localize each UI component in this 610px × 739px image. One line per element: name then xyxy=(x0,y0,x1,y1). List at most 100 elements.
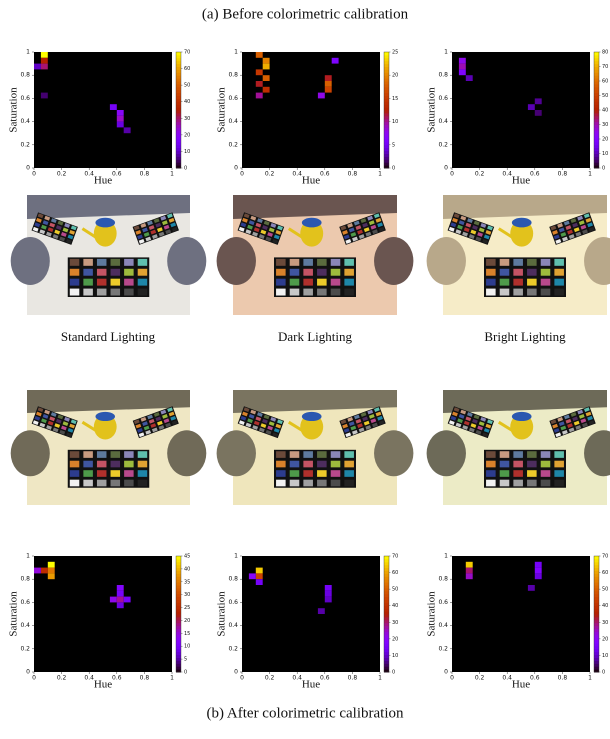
x-tick-label: 0.4 xyxy=(84,675,94,682)
colorbar-step xyxy=(594,651,599,656)
color-checker xyxy=(484,449,566,488)
colorbar-step xyxy=(176,564,181,569)
colorbar-step xyxy=(384,669,389,673)
checker-patch xyxy=(550,419,557,425)
checker-patch xyxy=(289,268,300,276)
photo xyxy=(216,195,414,315)
x-tick-label: 0 xyxy=(240,675,244,682)
checker-frame xyxy=(549,212,596,245)
colorbar-step xyxy=(384,57,389,62)
colorbar-step xyxy=(176,118,181,123)
colorbar-step xyxy=(594,86,599,91)
checker-patch xyxy=(155,416,162,422)
checker-patch xyxy=(577,409,584,415)
x-axis-label: Hue xyxy=(302,679,320,691)
checker-patch xyxy=(83,288,93,296)
colorbar-step xyxy=(176,72,181,76)
y-axis-label: Saturation xyxy=(426,87,438,133)
checker-patch xyxy=(36,411,42,417)
colorbar-step xyxy=(176,159,181,163)
colorbar-step xyxy=(384,124,389,128)
colorbar-step xyxy=(594,582,599,586)
heatmap-cell xyxy=(534,110,542,116)
colorbar-step xyxy=(176,165,181,169)
checker-patch xyxy=(110,470,121,477)
checker-patch xyxy=(39,422,46,428)
checker-patch xyxy=(344,258,354,266)
checker-patch xyxy=(486,451,496,458)
y-tick-label: 0.6 xyxy=(228,95,238,102)
colorbar-step xyxy=(176,645,181,650)
x-tick-label: 0.2 xyxy=(475,675,485,682)
colorbar-step xyxy=(594,587,599,592)
colorbar-frame xyxy=(593,555,600,673)
checker-patch xyxy=(352,236,358,242)
colorbar-step xyxy=(594,558,599,563)
checker-patch xyxy=(588,226,595,232)
checker-patch xyxy=(289,479,300,487)
checker-patch xyxy=(567,229,573,235)
checker-patch xyxy=(482,239,489,244)
checker-patch xyxy=(465,222,472,228)
colorbar-tick-label: 40 xyxy=(184,99,190,105)
checker-patch xyxy=(540,268,551,276)
heatmap-cell xyxy=(40,57,48,64)
checker-patch xyxy=(365,425,372,430)
checker-patch xyxy=(170,222,177,228)
watering-can xyxy=(510,220,534,247)
heatmap-cell xyxy=(324,585,332,591)
checker-patch xyxy=(46,231,52,237)
colorbar-tick-label: 60 xyxy=(602,79,608,85)
checker-patch xyxy=(350,425,357,431)
checker-patch xyxy=(482,432,489,438)
checker-patch xyxy=(367,215,374,221)
colorbar-step xyxy=(594,147,599,152)
x-axis-label: Hue xyxy=(94,175,112,187)
checker-frame xyxy=(67,449,150,488)
checker-patch xyxy=(83,268,93,276)
checker-patch xyxy=(142,421,148,427)
colorbar-step xyxy=(594,596,599,600)
checker-patch xyxy=(252,231,258,237)
colorbar-step xyxy=(176,666,181,670)
checker-patch xyxy=(527,470,537,477)
checker-patch xyxy=(573,227,580,233)
checker-frame xyxy=(31,406,78,439)
checker-patch xyxy=(487,225,493,231)
checker-patch xyxy=(54,423,61,428)
checker-patch xyxy=(70,419,77,425)
checker-patch xyxy=(588,420,595,425)
checker-patch xyxy=(483,428,490,433)
colorbar-step xyxy=(176,150,181,154)
checker-patch xyxy=(355,418,362,424)
colorbar-step xyxy=(176,561,181,566)
colorbar-step xyxy=(384,567,389,571)
colorbar-step xyxy=(176,622,181,627)
colorbar-step xyxy=(384,625,389,629)
checker-patch xyxy=(475,429,482,435)
colorbar-step xyxy=(384,159,389,163)
checker-patch xyxy=(265,236,272,242)
colorbar-step xyxy=(176,628,181,632)
checker-patch xyxy=(83,258,93,266)
checker-patch xyxy=(289,460,300,468)
checker-patch xyxy=(527,258,537,266)
checker-patch xyxy=(238,420,245,425)
colorbar-step xyxy=(594,579,599,583)
colorbar-step xyxy=(594,153,599,157)
heatmap-cell xyxy=(255,567,263,574)
colorbar-step xyxy=(384,54,389,59)
checker-patch xyxy=(575,231,582,237)
colorbar-step xyxy=(594,593,599,598)
colorbar-step xyxy=(176,582,181,586)
checker-patch xyxy=(585,217,592,223)
colorbar-step xyxy=(594,669,599,673)
checker-patch xyxy=(458,414,465,419)
checker-patch xyxy=(148,418,155,424)
checker-patch xyxy=(499,288,510,296)
colorbar-step xyxy=(594,590,599,595)
colorbar-step xyxy=(594,144,599,149)
colorbar-step xyxy=(176,587,181,592)
checker-patch xyxy=(527,268,537,276)
colorbar-step xyxy=(594,118,599,123)
